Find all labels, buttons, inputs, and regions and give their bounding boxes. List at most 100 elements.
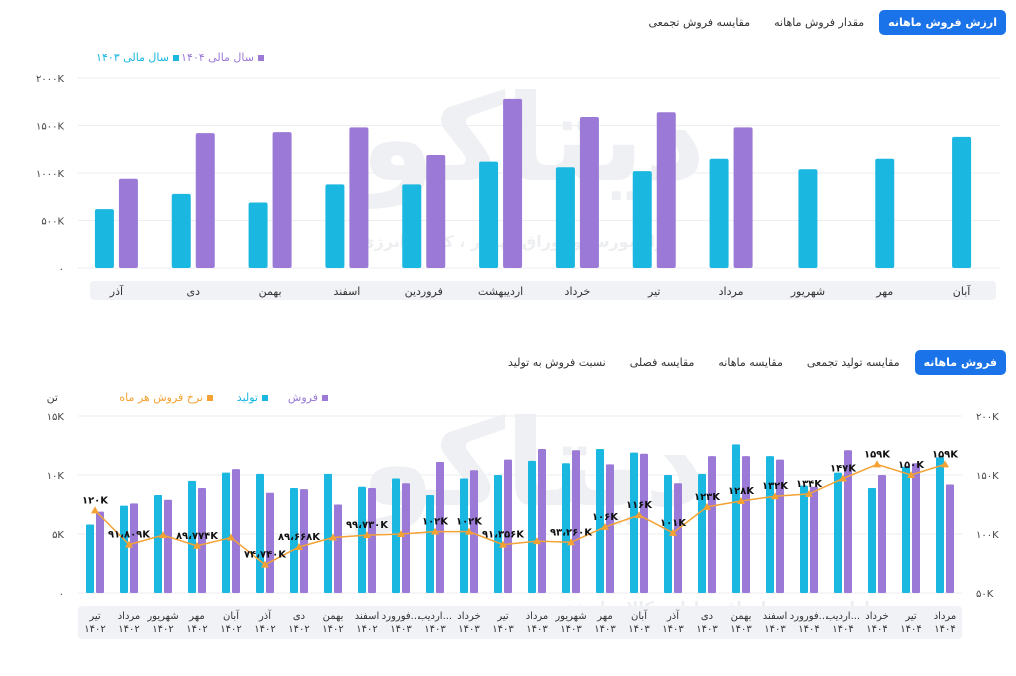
rate-point-2 [873,460,881,468]
x-tick-year-5: ۱۴۰۳ [764,624,786,635]
x-tick-label-9: بهمن [259,285,282,298]
bar-sales-14 [470,470,478,593]
rate-point-3 [839,474,847,482]
tab-monthly-sales-quantity[interactable]: مقدار فروش ماهانه [774,16,865,29]
bar-production-16 [392,478,400,593]
bar-1404-4 [656,112,676,268]
bar-1404-11 [118,178,138,268]
bar-1404-9 [272,132,292,268]
point-label-25: ۱۲۰K [82,495,109,506]
bottom-bars [86,444,954,593]
bottom-x-axis-band [78,606,962,639]
bar-1403-2 [798,169,818,268]
point-label-15: ۱۰۲K [422,517,449,528]
left-axis-unit: تن [47,391,58,404]
y-right-tick-1: ۱۰۰K [976,530,999,541]
x-tick-year-10: ۱۴۰۳ [594,624,616,635]
legend-swatch-1 [173,55,179,61]
rate-point-24 [125,540,133,548]
bar-production-15 [426,495,434,593]
x-tick-month-17: اسفند [355,611,379,622]
x-tick-year-8: ۱۴۰۳ [662,624,684,635]
x-tick-year-2: ۱۴۰۴ [866,624,887,635]
bar-1403-7 [402,184,422,268]
x-tick-label-6: اردیبهشت [478,285,523,298]
rate-point-0 [941,460,949,468]
x-tick-label-4: تیر [647,285,660,298]
point-label-10: ۱۰۶K [592,512,619,523]
point-label-22: ۸۹،۷۷۴K [176,531,219,542]
tab-cumulative-production[interactable]: مقایسه تولید تجمعی [806,356,900,369]
legend-label-1: تولید [237,391,258,404]
rate-point-13 [499,540,507,548]
bar-production-24 [120,505,128,593]
tab-monthly-comparison[interactable]: مقایسه ماهانه [718,356,783,369]
point-label-4: ۱۳۴K [796,479,823,490]
bar-production-19 [290,487,298,593]
rate-point-9 [635,511,643,519]
x-tick-year-14: ۱۴۰۳ [458,624,480,635]
point-label-9: ۱۱۶K [626,500,653,511]
bar-1403-0 [952,136,972,268]
bottom-x-labels: مرداد ۱۴۰۴ تیر ۱۴۰۴ خرداد ۱۴۰۴ اردیب... ۱۴۰۴ فور… [84,609,956,635]
bar-production-13 [494,475,502,593]
rate-point-23 [159,531,167,539]
bar-sales-1 [912,463,920,593]
tab-seasonal-comparison[interactable]: مقایسه فصلی [629,356,695,369]
bottom-tab-bar: فروش ماهانه مقایسه تولید تجمعی مقایسه ما… [499,350,1006,375]
x-tick-month-25: تیر [88,611,101,622]
bar-sales-22 [198,487,206,593]
x-tick-month-21: آبان [223,609,240,622]
x-axis-band [90,281,996,300]
y-tick-label-4: ۲۰۰۰K [36,74,64,85]
tab-cumulative-sales-comparison[interactable]: مقایسه فروش تجمعی [648,16,751,29]
rate-point-18 [329,533,337,541]
rate-point-4 [805,489,813,497]
x-tick-month-6: بهمن [731,611,752,622]
bar-1403-8 [325,184,345,268]
bar-production-3 [834,472,842,593]
bar-sales-17 [368,487,376,593]
rate-point-20 [261,560,269,568]
rate-point-14 [465,527,473,535]
x-tick-year-25: ۱۴۰۲ [84,624,105,635]
bar-sales-10 [606,464,614,593]
x-tick-month-11: شهریور [554,611,586,622]
bottom-legend: فروش تولید نرخ فروش هر ماه تن [47,391,328,404]
point-label-20: ۷۴،۷۴۰K [244,550,287,561]
x-axis-band [78,606,962,639]
tab-monthly-sales-value[interactable]: ارزش فروش ماهانه [879,10,1006,35]
x-tick-month-10: مهر [596,611,612,622]
x-tick-label-1: مهر [875,285,893,298]
top-tab-bar: ارزش فروش ماهانه مقدار فروش ماهانه مقایس… [640,10,1006,35]
bar-sales-15 [436,462,444,593]
x-tick-label-11: آذر [109,284,124,298]
bar-sales-0 [946,484,954,593]
bar-sales-25 [96,511,104,593]
tab-sales-to-production-ratio[interactable]: نسبت فروش به تولید [508,356,606,369]
x-tick-year-24: ۱۴۰۲ [118,624,139,635]
rate-point-25 [91,506,99,514]
bottom-y-labels: ۰ ۵K ۱۰K ۱۵K ۵۰K ۱۰۰K ۱۵۰K ۲۰۰K [47,412,999,600]
x-tick-year-4: ۱۴۰۴ [798,624,819,635]
bar-production-25 [86,524,94,593]
bar-sales-9 [640,453,648,593]
tab-monthly-sales[interactable]: فروش ماهانه [914,350,1006,375]
bar-production-8 [664,475,672,593]
bar-production-0 [936,457,944,593]
bar-sales-11 [572,450,580,593]
bar-sales-2 [878,475,886,593]
legend-swatch-0 [258,55,264,61]
bar-1404-10 [195,133,215,268]
rate-point-19 [295,542,303,550]
top-legend: سال مالی ۱۴۰۴ سال مالی ۱۴۰۳ [96,51,264,64]
rate-point-6 [737,496,745,504]
bar-sales-16 [402,483,410,593]
bar-production-4 [800,485,808,593]
y-left-tick-1: ۵K [52,530,64,541]
point-label-0: ۱۵۹K [932,449,959,460]
x-tick-month-2: خرداد [865,611,888,622]
x-tick-year-0: ۱۴۰۴ [934,624,955,635]
x-tick-label-0: آبان [953,284,971,298]
y-tick-label-0: ۰ [59,264,64,275]
